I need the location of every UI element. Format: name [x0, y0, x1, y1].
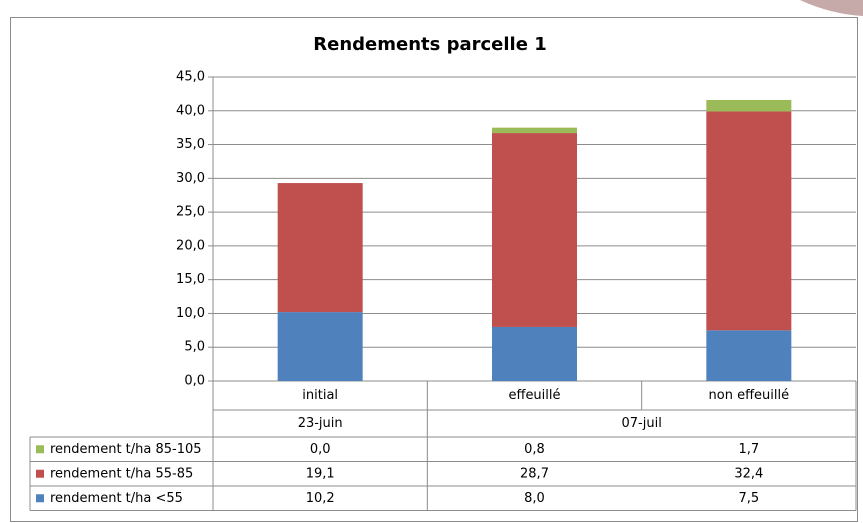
bar-segment: [706, 111, 791, 330]
legend-swatch: [36, 494, 44, 502]
y-tick-label: 45,0: [176, 70, 205, 85]
table-value: 7,5: [738, 491, 759, 506]
bar-segment: [492, 327, 577, 381]
chart: Rendements parcelle 1 0,0 5,0 10,0 15,0 20,0…: [0, 0, 863, 523]
y-tick-label: 35,0: [176, 137, 205, 152]
y-tick-label: 5,0: [184, 340, 205, 355]
y-tick-label: 15,0: [176, 272, 205, 287]
x-tick-label: effeuillé: [508, 388, 560, 403]
bar-segment: [706, 100, 791, 111]
legend-label: rendement t/ha <55: [50, 491, 183, 506]
y-tick-label: 0,0: [184, 374, 205, 389]
table-value: 32,4: [734, 466, 763, 481]
y-tick-label: 40,0: [176, 103, 205, 118]
legend-label: rendement t/ha 55-85: [50, 466, 193, 481]
y-tick-label: 25,0: [176, 205, 205, 220]
legend-swatch: [36, 470, 44, 478]
legend-swatch: [36, 445, 44, 453]
group-label: 07-juil: [622, 416, 662, 431]
table-value: 1,7: [738, 442, 759, 457]
table-value: 8,0: [524, 491, 545, 506]
x-tick-label: non effeuillé: [709, 388, 790, 403]
y-tick-label: 20,0: [176, 238, 205, 253]
bar-segment: [278, 312, 363, 381]
bar-segment: [278, 183, 363, 312]
chart-title: Rendements parcelle 1: [313, 34, 546, 55]
table-value: 0,0: [310, 442, 331, 457]
table-value: 10,2: [306, 491, 335, 506]
table-value: 0,8: [524, 442, 545, 457]
x-tick-label: initial: [302, 388, 338, 403]
bar-segment: [492, 128, 577, 133]
bar-segment: [706, 330, 791, 381]
bar-segment: [492, 133, 577, 327]
group-label: 23-juin: [298, 416, 343, 431]
legend-label: rendement t/ha 85-105: [50, 442, 202, 457]
table-value: 28,7: [520, 466, 549, 481]
table-value: 19,1: [306, 466, 335, 481]
y-tick-label: 10,0: [176, 306, 205, 321]
y-tick-label: 30,0: [176, 171, 205, 186]
